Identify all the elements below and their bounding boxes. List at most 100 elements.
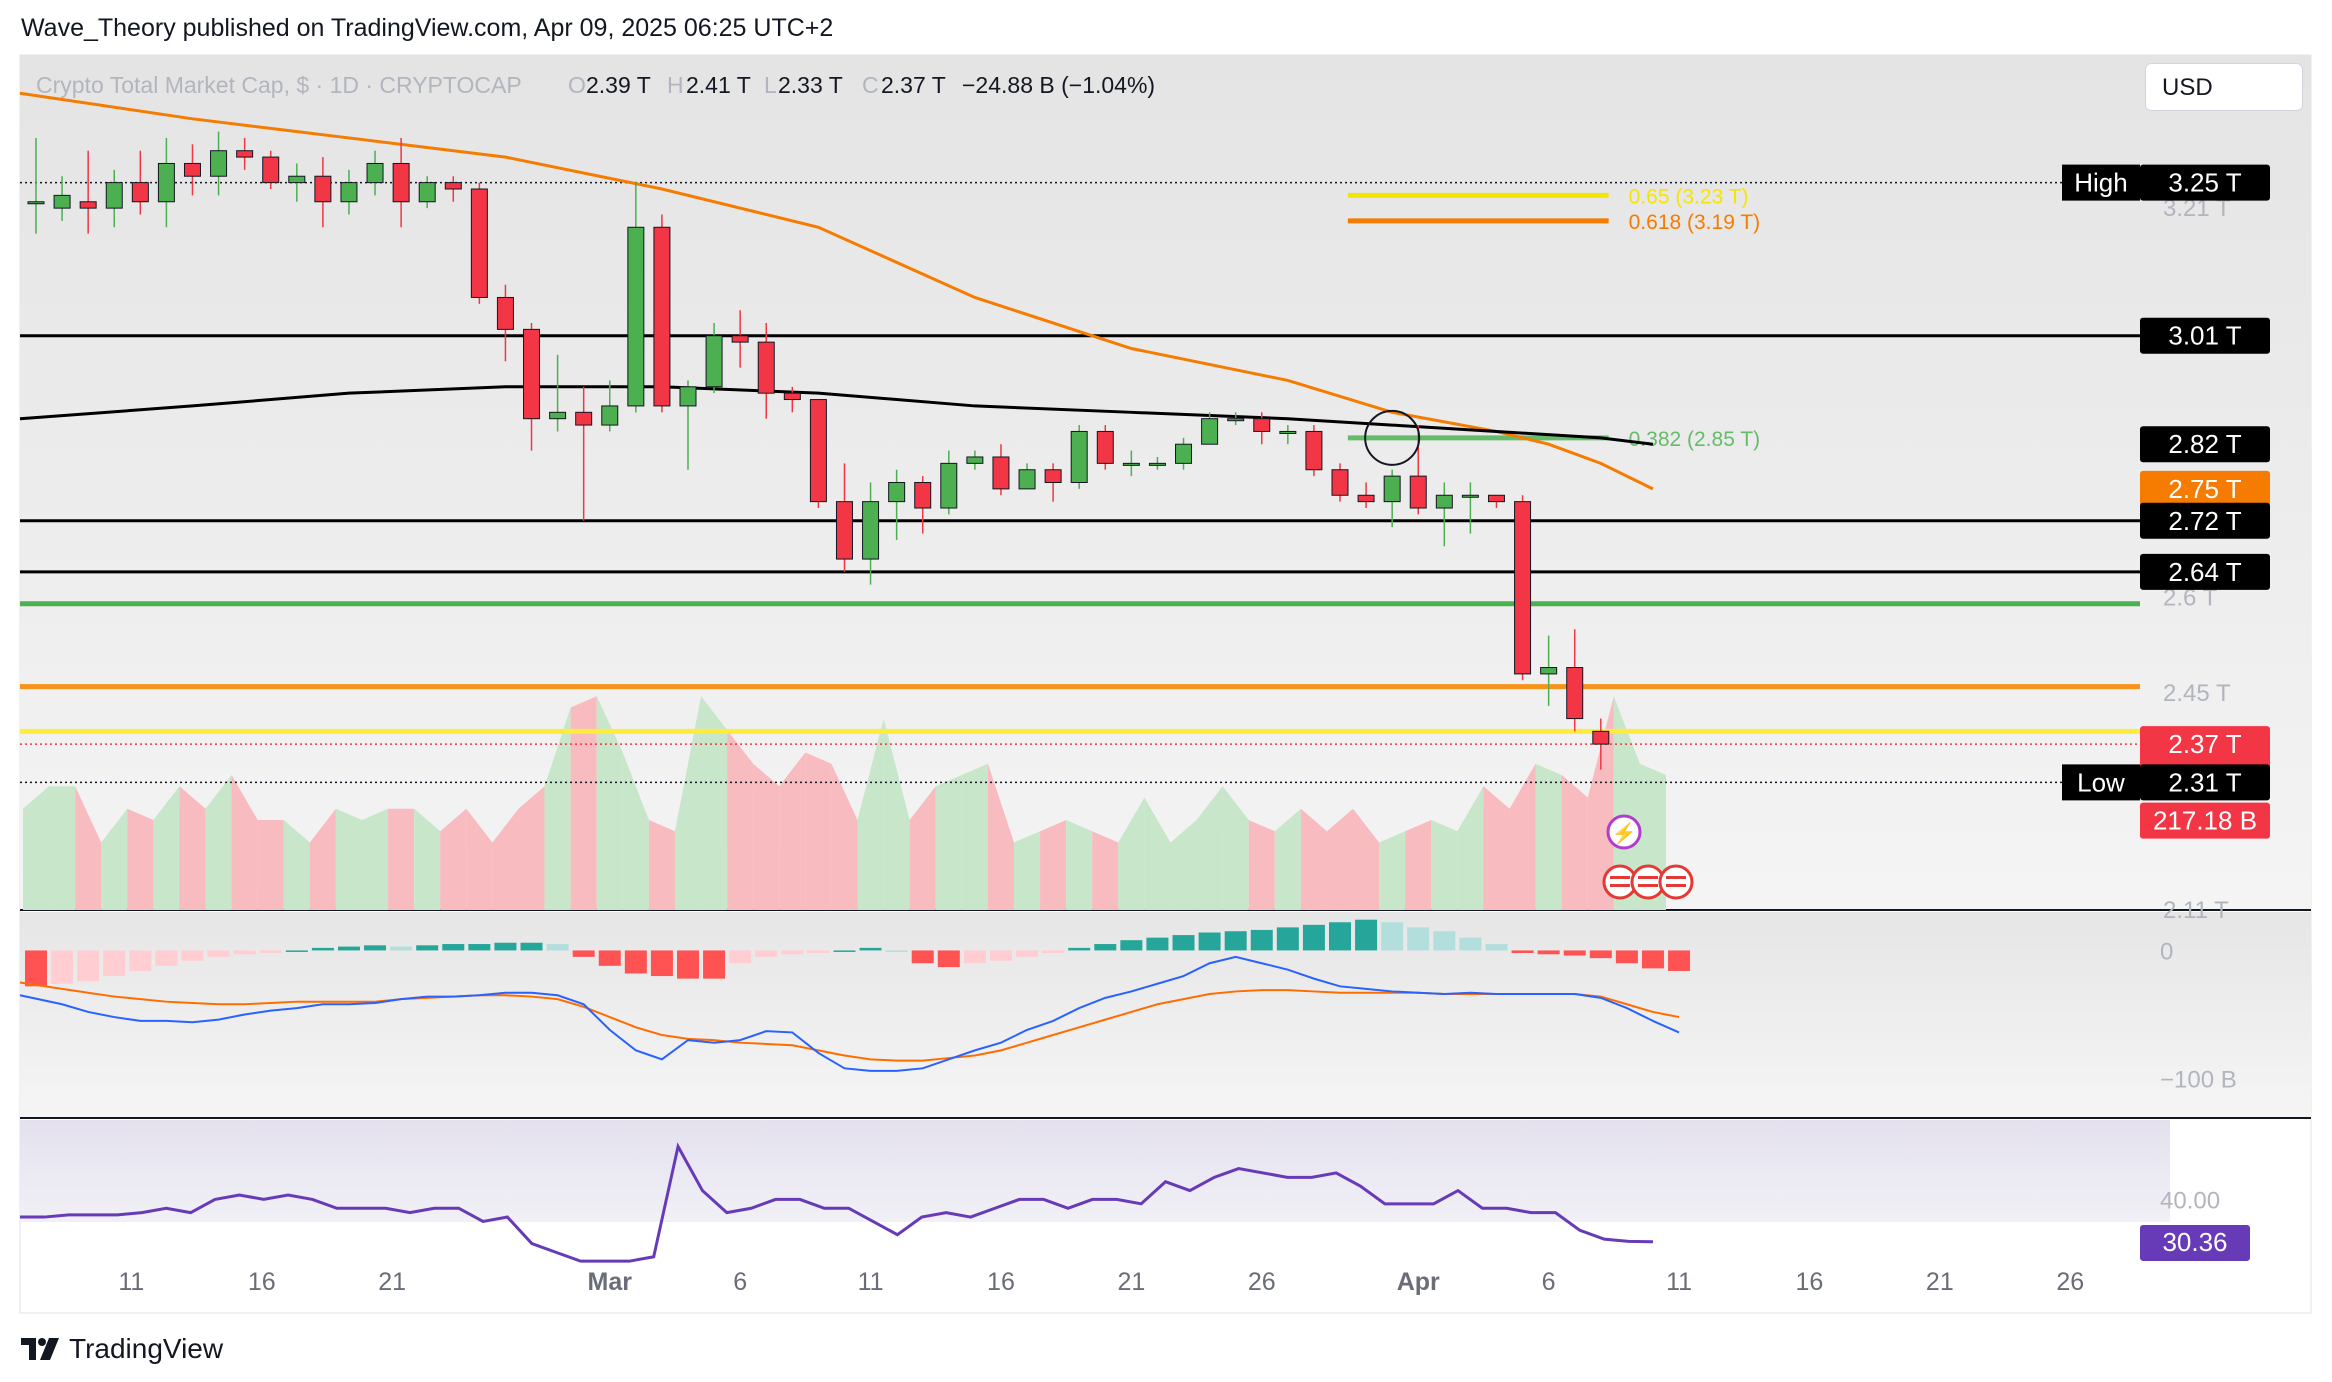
volume-area-segment [335,808,362,910]
candle-body [731,335,749,343]
price-axis-tick: 2.45 T [2163,680,2231,707]
candle-body [1566,667,1584,720]
volume-area-segment [101,808,128,910]
volume-area-segment [49,786,76,910]
candle-body [1201,418,1219,445]
macd-histogram-bar [1198,932,1221,951]
macd-histogram-bar [1146,937,1169,951]
macd-histogram-bar [885,950,908,952]
volume-area-segment [805,752,832,910]
fib-level-label: 0.618 (3.19 T) [1629,211,1761,234]
macd-histogram-bar [285,950,308,952]
volume-area-segment [440,808,467,910]
macd-histogram-bar [1172,935,1195,951]
candle-body [1018,469,1036,490]
macd-histogram-bar [677,950,699,979]
macd-histogram-bar [1276,927,1299,951]
macd-histogram-bar [1485,944,1508,951]
volume-area-segment [362,808,389,910]
candle-body [210,150,228,177]
economic-event-flag-icon [1658,864,1694,900]
ohlc-open: 2.39 T [586,72,651,98]
extreme-label-box [2062,764,2140,801]
volume-area-segment [857,718,884,910]
macd-histogram-bar [963,950,986,964]
flag-stripe [1666,884,1686,887]
volume-area-segment [1431,820,1458,910]
macd-histogram-bar [390,946,413,951]
volume-area-segment [22,786,50,910]
rsi-layer: 40.00 30.36 [20,1142,2250,1263]
volume-area-segment [1196,786,1223,910]
price-label-text: 2.31 T [2168,767,2241,797]
candle-body [418,182,436,203]
macd-histogram-bar [1329,922,1351,951]
candle-body [340,182,358,203]
candle-body [1096,430,1114,464]
time-axis-tick: 26 [1248,1268,1276,1296]
volume-area-segment [309,808,336,910]
rsi-axis-tick: 40.00 [2160,1187,2220,1214]
macd-histogram-bar [25,950,47,987]
volume-area-segment [1092,831,1119,910]
volume-area-segment [727,730,754,910]
volume-area-segment [1326,808,1354,910]
macd-histogram-bar [911,950,934,964]
macd-histogram-bar [650,950,673,977]
price-label-box [2140,164,2270,201]
volume-area-segment [179,786,206,910]
volume-area-segment [414,808,441,910]
candle-body [1409,475,1427,509]
brand-name: TradingView [69,1333,224,1364]
macd-histogram-bar [833,950,856,952]
candle-body [809,399,827,503]
volume-area-segment [596,696,623,910]
macd-histogram-bar [703,950,726,979]
price-labels-layer: High 3.25 T 3.01 T 2.82 T 2.75 T2.72 T 2.64 T… [1602,164,2270,900]
macd-histogram-bar [1381,922,1404,951]
macd-histogram-bar [129,950,152,971]
macd-histogram-bar [1615,950,1638,964]
volume-area-segment [1561,775,1588,910]
volume-area-segment [701,696,728,910]
macd-histogram-bar [859,947,882,951]
time-axis-tick: 26 [2056,1268,2084,1296]
macd-histogram-bar [311,947,334,951]
volume-area-segment [1040,820,1067,910]
flag-stripe [1638,884,1658,887]
macd-histogram-bar [729,950,752,964]
candle-body [496,296,514,330]
volume-area-segment [1457,786,1484,910]
macd-line [19,955,1680,1072]
time-axis-tick: 21 [1117,1268,1145,1296]
macd-histogram-bar [624,950,647,974]
moving-average-line [19,91,1654,491]
volume-area-segment [1274,808,1301,910]
macd-histogram-bar [337,946,360,951]
candle-body [79,201,97,209]
macd-histogram-bar [1459,937,1482,951]
volume-area-segment [1405,820,1432,910]
price-label-box [2140,553,2270,590]
symbol-title: Crypto Total Market Cap, $ · 1D · CRYPTO… [36,72,522,98]
volume-area-segment [1613,696,1640,910]
volume-area-segment [205,775,232,910]
tradingview-logo[interactable]: TradingView [21,1333,223,1365]
price-label-text: 217.18 B [2153,806,2257,836]
volume-area-segment [831,763,858,910]
macd-histogram-bar [755,950,778,957]
candle-body [1253,418,1271,432]
price-label-box [2140,764,2270,801]
candle-body [888,482,906,503]
price-label-text: 2.75 T [2168,474,2241,504]
currency-selector[interactable]: USD [2145,63,2303,111]
volume-layer [22,696,1666,910]
ohlc-o-label: O [568,72,586,98]
candles-layer[interactable] [27,131,1610,770]
time-axis-tick: Mar [588,1268,633,1296]
volume-area-segment [961,763,988,910]
candle-body [1461,494,1479,498]
macd-histogram-bar [1563,950,1586,956]
macd-histogram-bar [598,950,621,966]
